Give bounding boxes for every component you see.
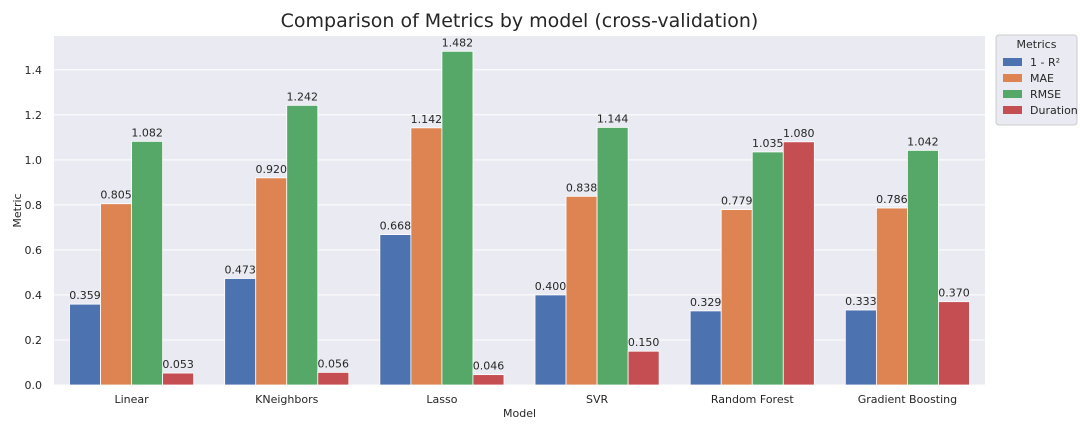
bar-value-label: 1.035	[752, 137, 784, 150]
y-tick-label: 0.6	[25, 244, 43, 257]
y-tick-label: 1.0	[25, 154, 43, 167]
bar-value-label: 0.805	[100, 189, 132, 202]
bar-value-label: 0.786	[876, 193, 908, 206]
y-axis: 0.0 0.2 0.4 0.6 0.8 1.0 1.2 1.4	[25, 64, 43, 392]
bar	[472, 374, 505, 386]
bar-value-label: 0.400	[535, 280, 567, 293]
legend: Metrics 1 - R² MAE RMSE Duration	[995, 34, 1078, 126]
plot-area	[54, 36, 985, 385]
y-tick-label: 1.4	[25, 64, 43, 77]
x-tick-label: Linear	[114, 393, 149, 406]
bar-value-label: 0.333	[845, 295, 877, 308]
bar-value-label: 1.142	[411, 113, 443, 126]
bar	[596, 127, 629, 386]
x-tick-label: SVR	[586, 393, 609, 406]
y-tick-label: 0.2	[25, 334, 43, 347]
bar-value-label: 1.080	[783, 127, 815, 140]
y-tick-label: 1.2	[25, 109, 43, 122]
bar-value-label: 0.046	[473, 360, 505, 373]
bar-value-label: 0.359	[69, 289, 101, 302]
legend-label: Duration	[1030, 104, 1078, 117]
bar	[907, 149, 939, 386]
bars	[69, 50, 970, 386]
x-axis: Linear KNeighbors Lasso SVR Random Forest Gra…	[114, 393, 957, 406]
bar	[224, 278, 257, 386]
bar	[255, 177, 288, 386]
y-tick-label: 0.0	[25, 379, 43, 392]
legend-label: RMSE	[1030, 88, 1061, 101]
bar-value-label: 0.370	[938, 287, 970, 300]
bar	[751, 151, 784, 386]
legend-swatch	[1003, 58, 1022, 66]
y-axis-title: Metric	[11, 193, 24, 227]
bar	[720, 209, 753, 386]
bar	[534, 294, 567, 386]
x-tick-label: Random Forest	[711, 393, 794, 406]
bar-value-label: 1.144	[597, 112, 629, 125]
bar-value-label: 0.838	[566, 181, 598, 194]
x-tick-label: Gradient Boosting	[858, 393, 957, 406]
legend-title: Metrics	[1017, 38, 1057, 51]
bar-value-label: 0.150	[628, 336, 660, 349]
bar	[782, 141, 815, 386]
legend-swatch	[1003, 90, 1022, 98]
bar	[844, 309, 877, 386]
bar	[162, 372, 195, 386]
bar-value-label: 0.053	[162, 358, 194, 371]
gridlines	[54, 69, 985, 386]
x-axis-title: Model	[503, 407, 536, 420]
bar	[565, 195, 598, 386]
y-tick-label: 0.4	[25, 289, 43, 302]
legend-label: 1 - R²	[1030, 56, 1060, 69]
legend-box	[995, 34, 1078, 126]
bar-value-label: 0.668	[380, 220, 412, 233]
bar	[875, 207, 908, 386]
bar	[441, 50, 474, 386]
bar-value-label: 1.042	[907, 135, 939, 148]
y-tick-label: 0.8	[25, 199, 43, 212]
bar	[410, 127, 443, 386]
chart-title: Comparison of Metrics by model (cross-va…	[281, 10, 759, 32]
legend-swatch	[1003, 106, 1022, 114]
bar-value-label: 0.473	[224, 263, 256, 276]
x-tick-label: KNeighbors	[255, 393, 318, 406]
bar	[379, 234, 412, 386]
bar	[689, 310, 722, 386]
bar	[627, 350, 660, 386]
x-tick-label: Lasso	[426, 393, 457, 406]
bar-value-label: 1.242	[287, 90, 319, 103]
bar	[938, 301, 970, 386]
legend-items: 1 - R² MAE RMSE Duration	[1003, 56, 1078, 117]
bar	[100, 203, 132, 386]
bar	[131, 140, 164, 386]
bar-value-label: 0.329	[690, 296, 722, 309]
bar-value-label: 0.056	[318, 357, 350, 370]
legend-swatch	[1003, 74, 1022, 82]
bar-value-label: 1.082	[131, 126, 163, 139]
bar-value-label: 0.779	[721, 195, 753, 208]
bar	[317, 371, 350, 386]
bar-value-labels: 0.359 0.805 1.082 0.053 0.473 0.920 1.242 0.056…	[69, 36, 969, 372]
bar-value-label: 0.920	[255, 163, 287, 176]
legend-label: MAE	[1030, 72, 1054, 85]
bar-value-label: 1.482	[442, 36, 474, 49]
bar	[69, 303, 101, 386]
bar	[286, 104, 319, 386]
